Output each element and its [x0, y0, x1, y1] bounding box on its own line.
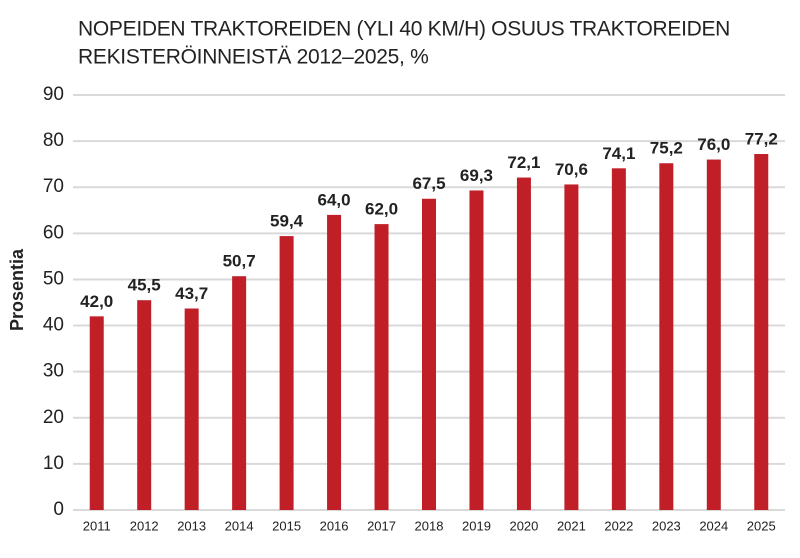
chart-title: NOPEIDEN TRAKTOREIDEN (YLI 40 KM/H) OSUU…: [78, 18, 730, 41]
bar: [659, 163, 674, 510]
y-tick-label: 60: [43, 222, 64, 243]
x-tick-label: 2022: [604, 518, 633, 533]
value-label: 67,5: [412, 174, 445, 193]
x-tick-label: 2017: [367, 518, 396, 533]
value-label: 76,0: [697, 135, 730, 154]
x-tick-label: 2013: [177, 518, 206, 533]
bar: [232, 276, 247, 510]
y-tick-label: 30: [43, 361, 64, 382]
bar: [327, 214, 342, 510]
value-label: 69,3: [460, 166, 493, 185]
y-tick-label: 70: [43, 176, 64, 197]
value-label: 50,7: [223, 252, 256, 271]
x-tick-label: 2021: [557, 518, 586, 533]
y-tick-label: 0: [53, 499, 64, 520]
y-axis-label: Prosentia: [7, 248, 27, 331]
bar: [706, 159, 721, 511]
x-tick-label: 2024: [699, 518, 728, 533]
x-tick-label: 2019: [462, 518, 491, 533]
value-label: 64,0: [318, 190, 351, 209]
value-label: 70,6: [555, 160, 588, 179]
bar: [137, 300, 152, 510]
x-tick-label: 2023: [652, 518, 681, 533]
value-label: 45,5: [128, 276, 161, 295]
x-tick-label: 2020: [509, 518, 538, 533]
x-tick-label: 2012: [130, 518, 159, 533]
x-tick-label: 2014: [225, 518, 254, 533]
value-label: 42,0: [80, 292, 113, 311]
x-tick-label: 2025: [747, 518, 776, 533]
value-label: 72,1: [507, 153, 540, 172]
y-tick-label: 40: [43, 315, 64, 336]
y-tick-label: 10: [43, 453, 64, 474]
bar: [469, 190, 484, 510]
bar: [754, 154, 769, 510]
bar: [374, 224, 389, 510]
value-label: 75,2: [650, 139, 683, 158]
bar: [279, 236, 294, 510]
bar: [516, 177, 531, 511]
bar: [564, 184, 579, 510]
bar: [611, 168, 626, 511]
value-label: 74,1: [602, 144, 635, 163]
x-tick-label: 2016: [320, 518, 349, 533]
y-tick-label: 50: [43, 268, 64, 289]
y-tick-label: 90: [43, 84, 64, 105]
bar: [89, 316, 104, 510]
y-tick-label: 80: [43, 130, 64, 151]
chart-title: REKISTERÖINNEISTÄ 2012–2025, %: [78, 46, 429, 69]
x-tick-label: 2011: [83, 518, 111, 533]
value-label: 59,4: [270, 212, 304, 231]
x-tick-label: 2018: [415, 518, 444, 533]
value-label: 77,2: [745, 130, 778, 149]
x-tick-label: 2015: [272, 518, 301, 533]
bar: [422, 198, 436, 510]
value-label: 43,7: [175, 284, 208, 303]
y-tick-label: 20: [43, 407, 64, 428]
bar: [184, 308, 199, 510]
value-label: 62,0: [365, 200, 398, 219]
